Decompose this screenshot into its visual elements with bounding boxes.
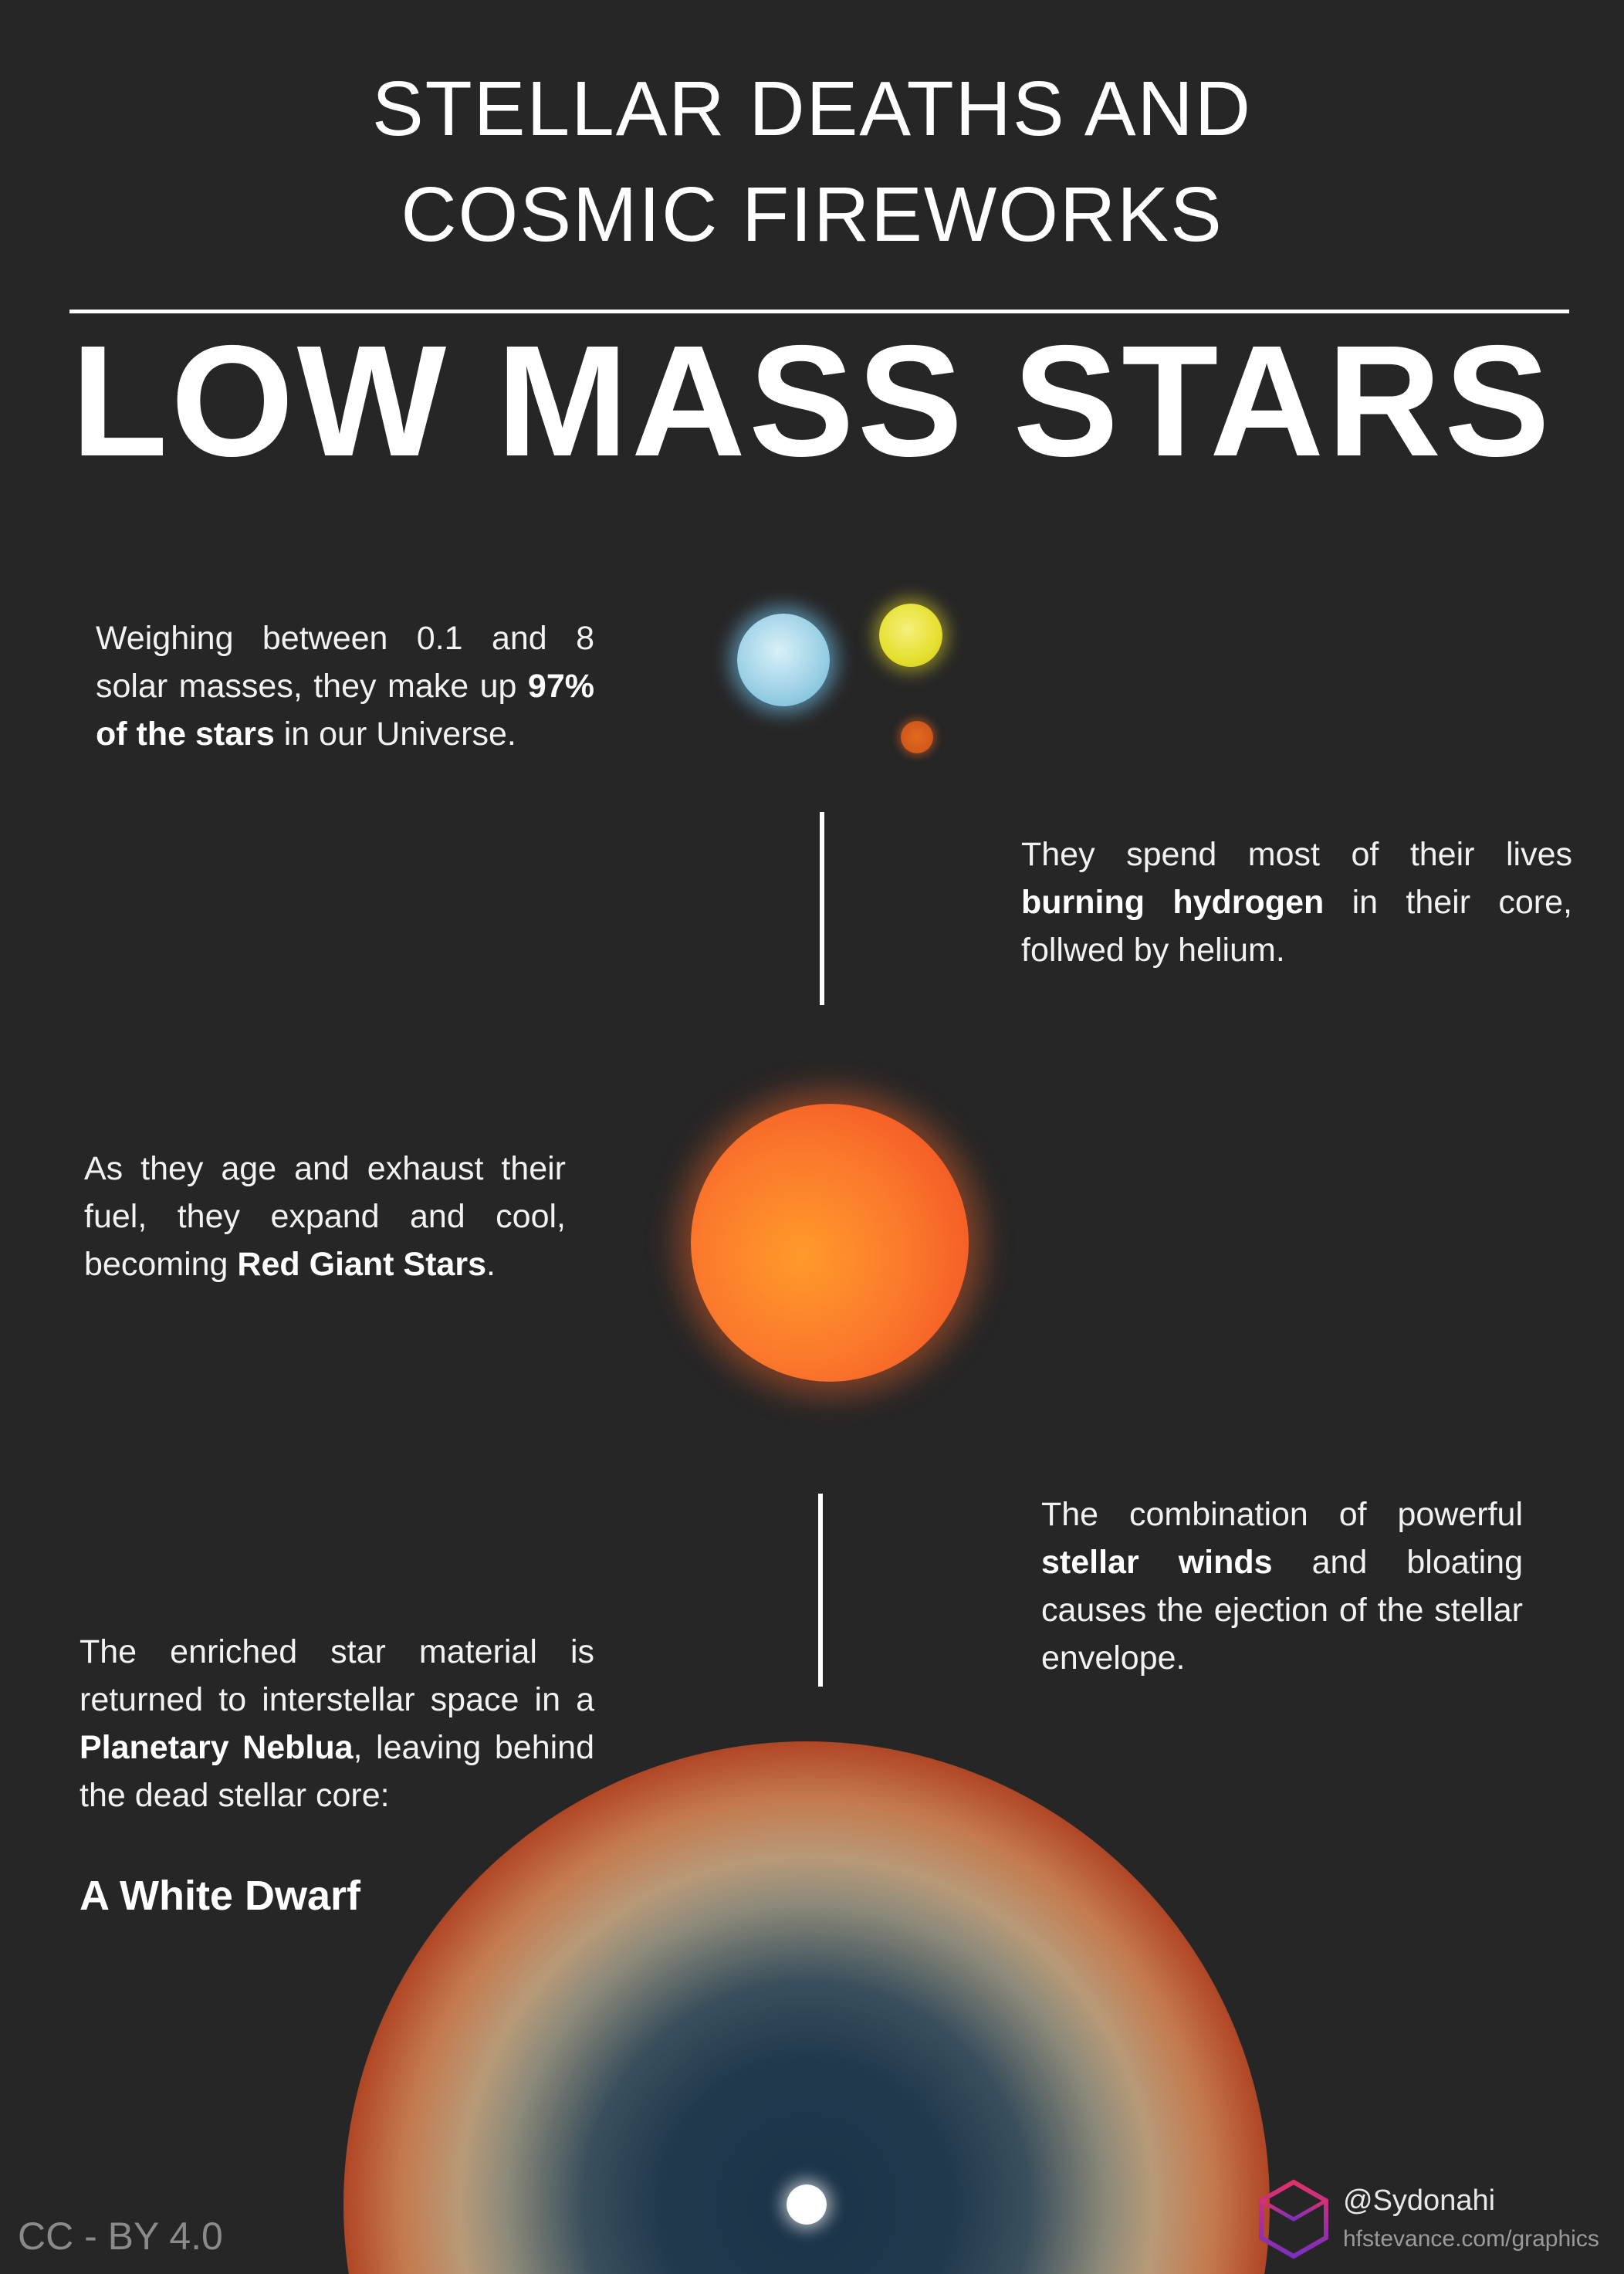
text: , leaving behind the dead stellar core: <box>80 1729 594 1814</box>
white-dwarf-label: A White Dwarf <box>80 1873 360 1919</box>
emphasis: Planetary Neblua <box>80 1729 354 1766</box>
paragraph: As they age and exhaust their fuel, they… <box>84 1145 566 1288</box>
text: and bloating causes the ejection of the … <box>1041 1544 1523 1677</box>
title-line: COSMIC FIREWORKS <box>401 171 1223 258</box>
emphasis: Red Giant Stars <box>237 1246 486 1283</box>
text: in our Universe. <box>274 716 516 753</box>
emphasis: 97% of the stars <box>96 668 594 753</box>
url: hfstevance.com/graphics <box>1343 2226 1599 2252</box>
red-giant <box>691 1104 969 1382</box>
divider <box>69 310 1569 313</box>
logo <box>1259 2179 1328 2259</box>
text: The combination of powerful <box>1041 1496 1523 1533</box>
text: They spend most of their lives <box>1021 836 1572 873</box>
text: The enriched star material is returned t… <box>80 1633 594 1718</box>
connector <box>820 812 824 1005</box>
license: CC - BY 4.0 <box>18 2215 223 2258</box>
paragraph: The combination of powerful stellar wind… <box>1041 1491 1523 1682</box>
text: in their core, follwed by helium. <box>1021 884 1572 969</box>
heading: LOW MASS STARS <box>71 313 1553 489</box>
white-dwarf <box>787 2184 827 2225</box>
paragraph: The enriched star material is returned t… <box>80 1628 594 1819</box>
connector <box>818 1494 823 1687</box>
text: As they age and exhaust their fuel, they… <box>84 1150 566 1283</box>
blue-star <box>737 614 830 706</box>
orange-star <box>901 721 933 753</box>
text: . <box>486 1246 496 1283</box>
emphasis: stellar winds <box>1041 1544 1273 1581</box>
paragraph: Weighing between 0.1 and 8 solar masses,… <box>96 614 594 758</box>
title-line: STELLAR DEATHS AND <box>371 66 1252 152</box>
paragraph: They spend most of their lives burning h… <box>1021 831 1572 974</box>
yellow-star <box>879 604 942 667</box>
handle: @Sydonahi <box>1343 2184 1496 2217</box>
text: Weighing between 0.1 and 8 solar masses,… <box>96 620 594 705</box>
emphasis: burning hydrogen <box>1021 884 1325 921</box>
